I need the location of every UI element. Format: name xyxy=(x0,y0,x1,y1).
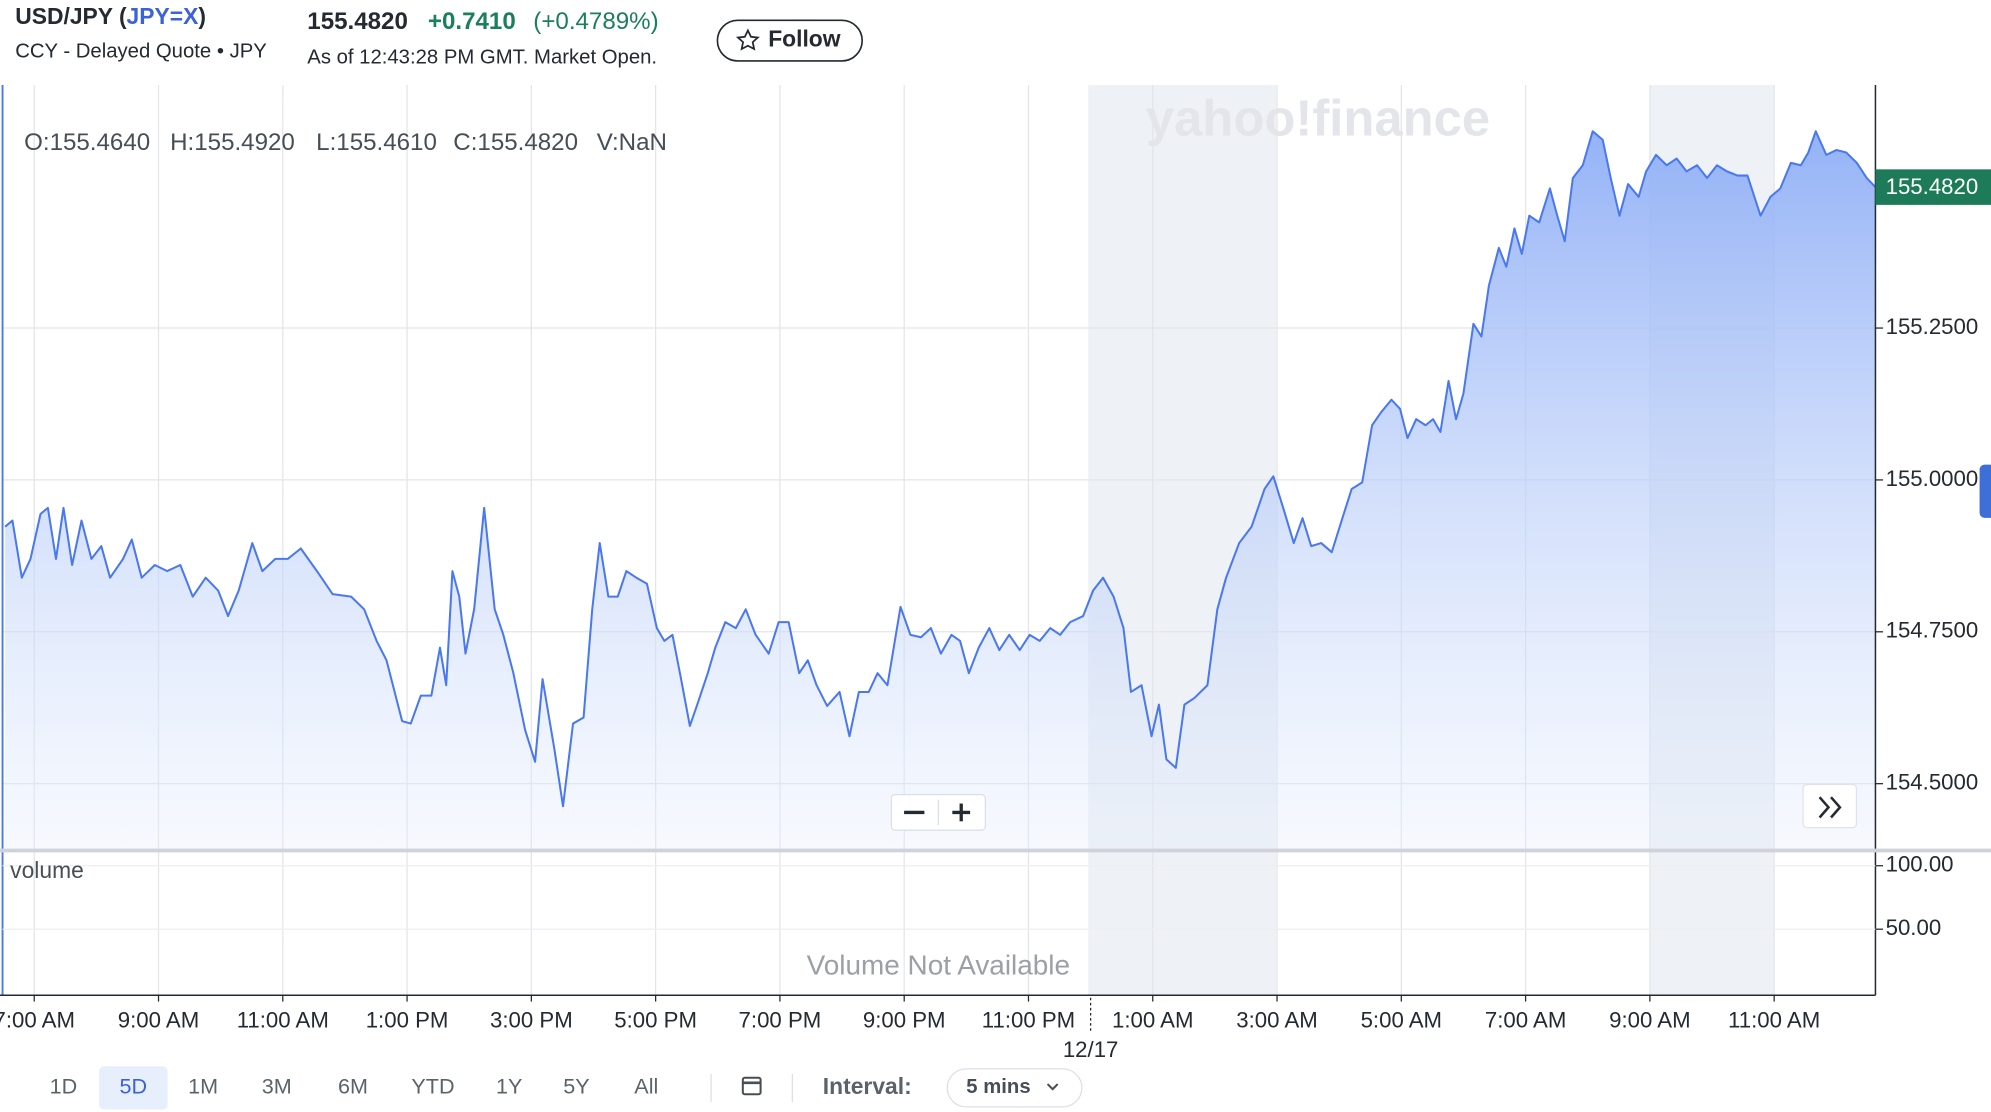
price: 155.4820 xyxy=(307,8,408,35)
follow-button[interactable]: Follow xyxy=(716,19,863,62)
as-of: As of 12:43:28 PM GMT. Market Open. xyxy=(307,47,657,69)
volume-pane: 50.00 100.00 volume Volume Not Available xyxy=(2,852,1954,981)
range-button[interactable]: 1Y xyxy=(496,1074,522,1099)
calendar-icon[interactable] xyxy=(741,1076,762,1096)
x-tick-label: 7:00 AM xyxy=(1485,1008,1566,1033)
x-tick-label: 11:00 PM xyxy=(982,1008,1075,1033)
volume-label: volume xyxy=(10,857,84,883)
chevron-down xyxy=(1046,1083,1059,1091)
interval-dropdown[interactable]: 5 mins xyxy=(946,1068,1083,1108)
x-tick-label: 9:00 AM xyxy=(118,1008,199,1033)
calendar-body[interactable] xyxy=(741,1076,762,1096)
ticker[interactable]: JPY=X xyxy=(127,3,200,29)
x-tick-label: 9:00 PM xyxy=(863,1008,946,1033)
range-button[interactable]: All xyxy=(634,1074,658,1099)
quote-subtitle: CCY - Delayed Quote • JPY xyxy=(15,40,267,62)
price-area xyxy=(5,131,1876,851)
last-price-label: 155.4820 xyxy=(1886,174,1979,199)
range-selected-bg xyxy=(99,1066,168,1110)
x-tick-label: 1:00 PM xyxy=(366,1008,449,1033)
chevron xyxy=(1830,796,1842,819)
ohlc-value: H:155.4920 xyxy=(170,129,295,156)
x-tick-label: 9:00 AM xyxy=(1609,1008,1690,1033)
x-tick-label: 5:00 AM xyxy=(1361,1008,1442,1033)
x-tick-label: 3:00 AM xyxy=(1236,1008,1317,1033)
range-button[interactable]: 6M xyxy=(338,1074,368,1099)
x-tick-label: 11:00 AM xyxy=(1728,1008,1820,1033)
volume-tick-label: 50.00 xyxy=(1886,915,1942,940)
axes: 7:00 AM 9:00 AM 11:00 AM 1:00 PM 3:00 PM 5:00… xyxy=(0,314,1978,1062)
ohlc-readout: O:155.4640 H:155.4920 L:155.4610 C:155.4820… xyxy=(24,129,667,156)
follow-button-bg[interactable] xyxy=(716,19,863,62)
x-tick-label: 11:00 AM xyxy=(237,1008,329,1033)
scroll-end-bg[interactable] xyxy=(1802,783,1858,829)
plot xyxy=(4,130,1876,851)
chevron xyxy=(1818,796,1831,819)
change: +0.7410 xyxy=(428,8,516,35)
ohlc-value: L:155.4610 xyxy=(316,129,437,156)
range-button[interactable]: 3M xyxy=(262,1074,292,1099)
interval-pill[interactable] xyxy=(946,1068,1083,1108)
range-button[interactable]: 1M xyxy=(188,1074,218,1099)
volume-tick-label: 100.00 xyxy=(1886,852,1954,877)
x-tick-label: 1:00 AM xyxy=(1112,1008,1193,1033)
last-price-tag: 155.4820 xyxy=(1875,169,1991,205)
range-button[interactable]: YTD xyxy=(411,1074,454,1099)
interval-value[interactable]: 5 mins xyxy=(966,1076,1030,1098)
range-button[interactable]: 5D xyxy=(120,1074,148,1099)
range-button[interactable]: 5Y xyxy=(563,1074,589,1099)
x-tick-label: 3:00 PM xyxy=(490,1008,573,1033)
quote-title: USD/JPY (JPY=X) xyxy=(15,3,206,29)
star-icon xyxy=(735,28,760,51)
date-label: 12/17 xyxy=(1063,1037,1119,1062)
follow-label[interactable]: Follow xyxy=(768,26,841,52)
x-tick-label: 7:00 AM xyxy=(0,1008,75,1033)
x-tick-label: 5:00 PM xyxy=(614,1008,697,1033)
watermark: yahoo!finance xyxy=(1146,89,1490,146)
last-price-bg xyxy=(1875,169,1991,205)
title-prefix: USD/JPY ( xyxy=(15,3,127,29)
scroll-end-button[interactable] xyxy=(1802,783,1858,829)
range-button[interactable]: 1D xyxy=(50,1074,78,1099)
y-tick-label: 154.7500 xyxy=(1886,618,1979,643)
interval-label: Interval: xyxy=(823,1073,912,1099)
ohlc-value: O:155.4640 xyxy=(24,129,150,156)
range-selector[interactable]: 1D 5D 1M 3M 6M YTD 1Y 5Y All xyxy=(50,1066,659,1110)
side-tab[interactable] xyxy=(1979,464,1991,518)
y-tick-label: 154.5000 xyxy=(1886,770,1979,795)
change-percent: (+0.4789%) xyxy=(533,8,658,35)
price-line xyxy=(4,130,1876,808)
ohlc-value: V:NaN xyxy=(597,129,667,156)
title-suffix: ) xyxy=(198,3,206,29)
ohlc-value: C:155.4820 xyxy=(453,129,578,156)
zoom-controls[interactable] xyxy=(890,794,986,831)
volume-note: Volume Not Available xyxy=(807,950,1070,981)
x-tick-label: 7:00 PM xyxy=(739,1008,822,1033)
y-tick-label: 155.2500 xyxy=(1886,314,1979,339)
y-tick-label: 155.0000 xyxy=(1886,466,1979,491)
